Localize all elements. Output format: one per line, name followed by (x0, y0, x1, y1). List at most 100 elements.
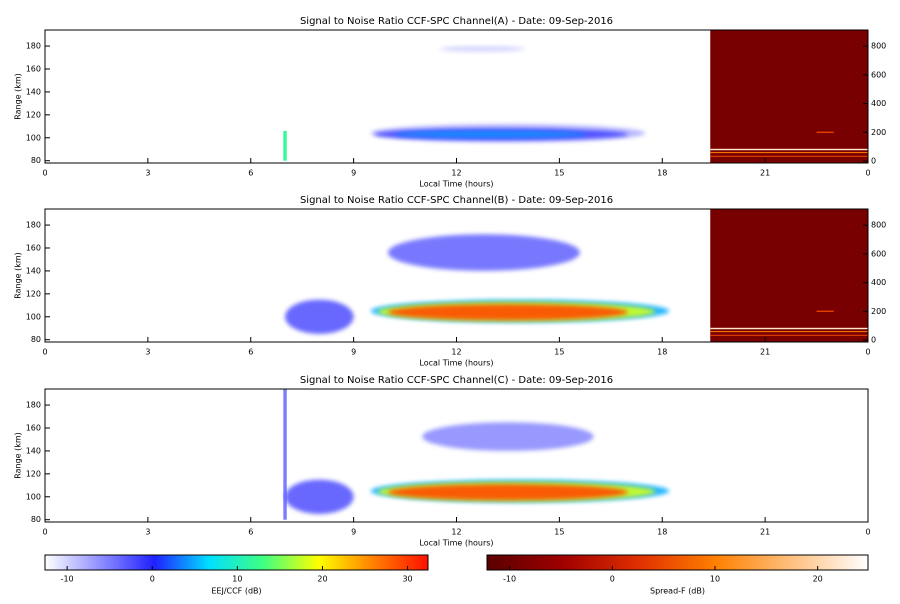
x-tick-label: 6 (248, 348, 253, 357)
x-tick-label: 9 (351, 528, 356, 537)
echo (285, 299, 354, 334)
y2-tick-label: 200 (871, 128, 886, 137)
spread-f-layer (816, 131, 834, 134)
x-tick-label: 3 (145, 169, 150, 178)
y-tick-label: 120 (26, 469, 41, 478)
echo (387, 234, 580, 271)
y-axis-label: Range (km) (14, 73, 23, 120)
y-axis-label: Range (km) (14, 252, 23, 299)
panel-title: Signal to Noise Ratio CCF-SPC Channel(C)… (300, 375, 613, 386)
y-tick-label: 80 (31, 156, 41, 165)
panel-title: Signal to Noise Ratio CCF-SPC Channel(A)… (300, 16, 613, 27)
colorbar-tick-label: 20 (317, 575, 327, 584)
x-tick-label: 6 (248, 169, 253, 178)
x-tick-label: 15 (554, 528, 564, 537)
x-tick-label: 3 (145, 348, 150, 357)
x-tick-label: 0 (42, 169, 47, 178)
y-tick-label: 100 (26, 133, 41, 142)
y-tick-label: 160 (26, 243, 41, 252)
plot-area (283, 30, 868, 163)
x-tick-label: 21 (760, 528, 770, 537)
colorbar-tick-label: 30 (402, 575, 412, 584)
colorbar-tick-label: 10 (710, 575, 720, 584)
y-tick-label: 140 (26, 446, 41, 455)
echo (439, 46, 526, 52)
echo (285, 479, 354, 514)
x-tick-label: 21 (760, 169, 770, 178)
y-tick-label: 120 (26, 289, 41, 298)
y2-tick-label: 400 (871, 99, 886, 108)
spread-f-layer (816, 310, 834, 313)
colorbar-tick-label: 0 (150, 575, 155, 584)
x-tick-label: 0 (865, 169, 870, 178)
x-tick-label: 6 (248, 528, 253, 537)
colorbar-tick-label: -10 (61, 575, 74, 584)
y2-tick-label: 600 (871, 70, 886, 79)
colorbar-tick-label: 10 (232, 575, 242, 584)
echo (422, 422, 594, 451)
x-axis-label: Local Time (hours) (419, 359, 493, 368)
x-tick-label: 12 (451, 528, 461, 537)
spread-f-layer (710, 327, 868, 330)
y-tick-label: 180 (26, 401, 41, 410)
y2-tick-label: 0 (871, 156, 876, 165)
x-tick-label: 15 (554, 169, 564, 178)
x-tick-label: 12 (451, 348, 461, 357)
y2-tick-label: 800 (871, 42, 886, 51)
x-tick-label: 18 (657, 169, 667, 178)
echo (283, 130, 287, 161)
y2-tick-label: 200 (871, 307, 886, 316)
y-tick-label: 180 (26, 221, 41, 230)
spread-f-background (710, 30, 868, 163)
x-axis-label: Local Time (hours) (419, 180, 493, 189)
plot-area (283, 389, 670, 520)
x-tick-label: 9 (351, 348, 356, 357)
colorbar-tick-label: 20 (813, 575, 823, 584)
y-tick-label: 140 (26, 87, 41, 96)
plot-area (285, 209, 868, 342)
x-tick-label: 3 (145, 528, 150, 537)
x-axis-label: Local Time (hours) (419, 539, 493, 548)
echo (387, 304, 628, 321)
colorbar (44, 554, 429, 571)
x-tick-label: 21 (760, 348, 770, 357)
y-tick-label: 80 (31, 335, 41, 344)
y2-tick-label: 0 (871, 335, 876, 344)
spread-f-layer (710, 331, 868, 333)
spread-f-layer (710, 155, 868, 157)
colorbar-label: EEJ/CCF (dB) (211, 587, 261, 596)
colorbar-tick-label: 0 (610, 575, 615, 584)
y-tick-label: 160 (26, 423, 41, 432)
x-tick-label: 12 (451, 169, 461, 178)
x-tick-label: 0 (42, 528, 47, 537)
spread-f-layer (710, 152, 868, 154)
y-tick-label: 160 (26, 64, 41, 73)
colorbar-label: Spread-F (dB) (650, 587, 705, 596)
x-tick-label: 0 (865, 348, 870, 357)
y-tick-label: 80 (31, 515, 41, 524)
y-tick-label: 100 (26, 492, 41, 501)
x-tick-label: 0 (42, 348, 47, 357)
echo (394, 130, 587, 138)
spread-f-layer (710, 334, 868, 336)
y-tick-label: 140 (26, 266, 41, 275)
y-tick-label: 100 (26, 312, 41, 321)
y-axis-label: Range (km) (14, 432, 23, 479)
y2-tick-label: 600 (871, 249, 886, 258)
colorbar (486, 554, 869, 571)
echo (283, 389, 287, 520)
spread-f-background (710, 209, 868, 342)
spread-f-layer (710, 148, 868, 151)
plot-frame (44, 388, 869, 523)
x-tick-label: 9 (351, 169, 356, 178)
panel-title: Signal to Noise Ratio CCF-SPC Channel(B)… (300, 195, 613, 206)
y2-tick-label: 400 (871, 278, 886, 287)
y2-tick-label: 800 (871, 221, 886, 230)
echo (387, 484, 628, 501)
x-tick-label: 0 (865, 528, 870, 537)
x-tick-label: 18 (657, 528, 667, 537)
y-tick-label: 180 (26, 42, 41, 51)
x-tick-label: 18 (657, 348, 667, 357)
y-tick-label: 120 (26, 110, 41, 119)
